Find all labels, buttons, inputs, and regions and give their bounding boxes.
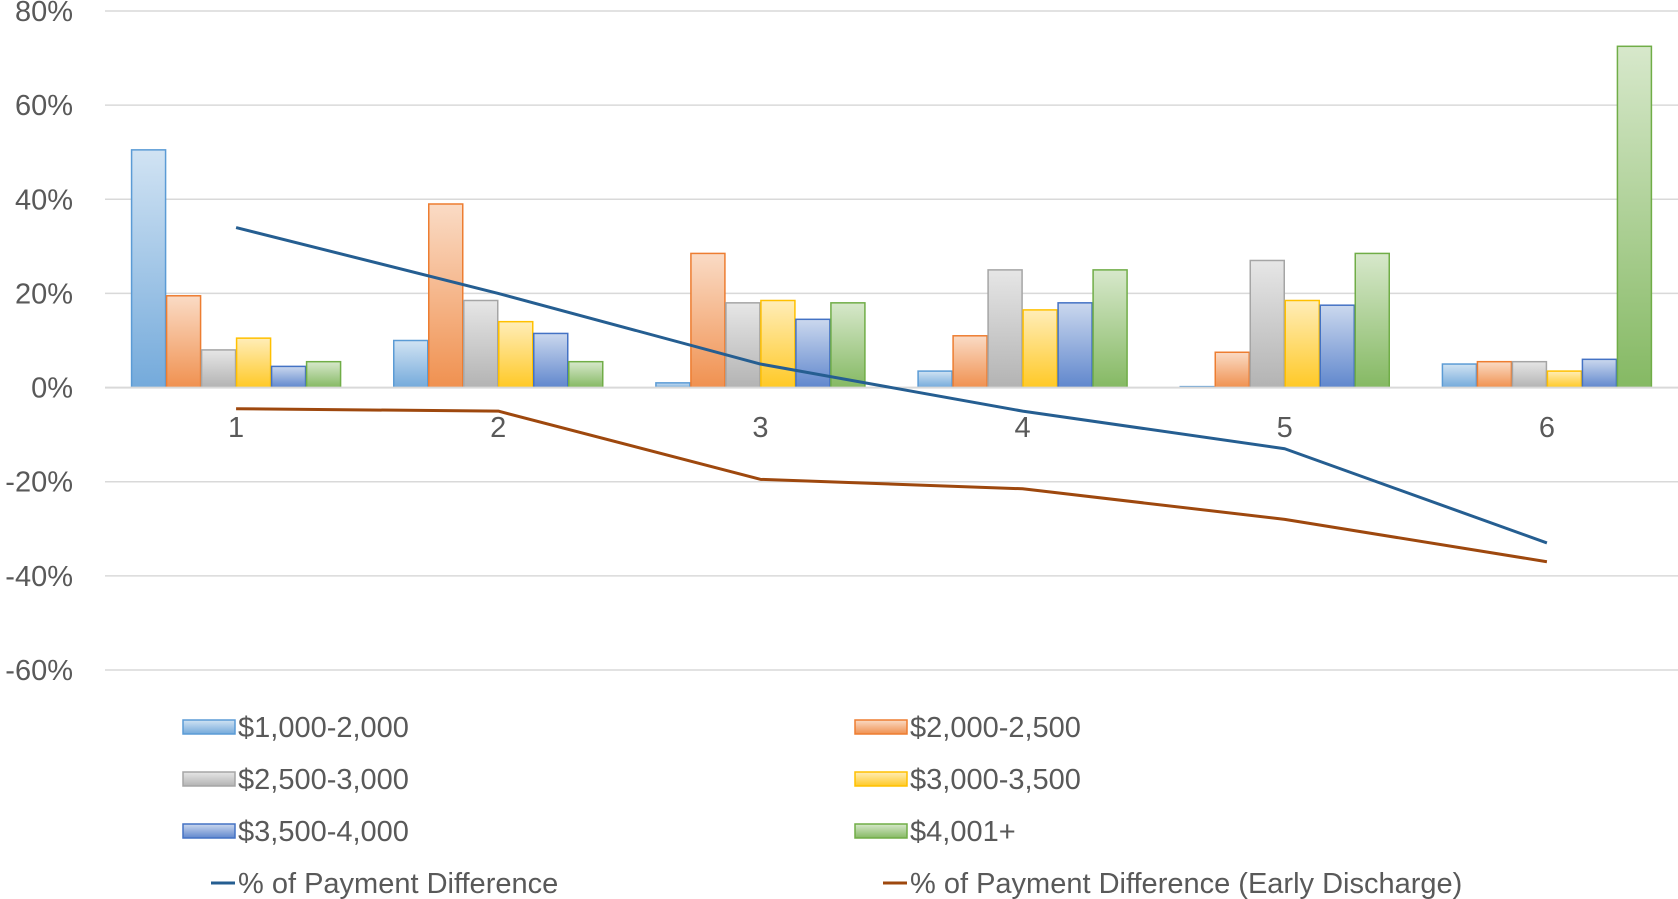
bar [725,302,761,389]
y-tick-label: 40% [15,184,73,216]
y-tick-label: -40% [5,561,73,593]
bar [270,365,307,389]
legend-label: $2,000-2,500 [910,712,1081,744]
bar-series [130,45,1653,389]
y-axis-tick-labels: 80% 60% 40% 20% 0% -20% -40% -60% [5,0,73,687]
legend-label: $4,001+ [910,816,1016,848]
legend-swatch [182,823,236,839]
y-tick-label: -60% [5,655,73,687]
y-tick-label: 20% [15,278,73,310]
y-tick-label: -20% [5,467,73,499]
bar [235,337,272,389]
bar [305,360,342,389]
legend-swatch [182,719,236,735]
legend-item: $3,000-3,500 [854,764,1081,796]
bar [1511,360,1548,389]
bar [568,360,604,389]
bar [1354,252,1390,389]
legend-item: $2,500-3,000 [182,764,409,796]
x-tick-label: 2 [490,412,506,444]
bar [1476,360,1513,389]
x-tick-label: 6 [1539,412,1555,444]
series-line [236,407,1548,564]
bar [690,252,726,389]
legend-swatch [182,771,236,787]
x-tick-label: 5 [1277,412,1293,444]
bar [987,269,1023,389]
x-tick-label: 3 [752,412,768,444]
legend-item: % of Payment Difference (Early Discharge… [883,868,1462,899]
legend-label: % of Payment Difference (Early Discharge… [910,868,1462,899]
legend-item: $4,001+ [854,816,1016,848]
bar [1214,351,1250,389]
legend-item: $1,000-2,000 [182,712,409,744]
bar [760,299,796,389]
bar [1092,269,1128,389]
bar [1319,304,1355,389]
bar [533,332,569,389]
y-tick-label: 60% [15,90,73,122]
legend-label: $1,000-2,000 [238,712,409,744]
bar [498,320,534,389]
bar [1546,370,1583,389]
legend: $1,000-2,000 $2,000-2,500 $2,500-3,000 $3,0… [182,712,1462,899]
x-tick-label: 4 [1015,412,1031,444]
legend-swatch [854,771,908,787]
legend-item: $3,500-4,000 [182,816,409,848]
bar [1022,309,1058,389]
bar [1441,363,1478,389]
y-tick-label: 80% [15,0,73,28]
bar [830,302,866,389]
x-tick-label: 1 [228,412,244,444]
bar [1581,358,1618,389]
legend-swatch [854,823,908,839]
legend-swatch [854,719,908,735]
gridlines [105,10,1678,671]
legend-item: $2,000-2,500 [854,712,1081,744]
legend-label: % of Payment Difference [238,868,558,899]
y-tick-label: 0% [31,373,73,405]
bar [1249,259,1285,389]
bar [1284,299,1320,389]
legend-label: $2,500-3,000 [238,764,409,796]
bar [463,299,499,389]
bar [795,318,831,389]
bar [1057,302,1093,389]
bar [130,149,167,389]
series-line [235,226,1548,545]
legend-item: % of Payment Difference [211,868,558,899]
bar [952,335,988,389]
legend-label: $3,500-4,000 [238,816,409,848]
line-series [235,226,1548,564]
bar [393,339,429,389]
bar [917,370,953,389]
legend-label: $3,000-3,500 [910,764,1081,796]
x-axis-tick-labels: 1 2 3 4 5 6 [228,412,1555,444]
bar [165,295,202,389]
bar [1616,45,1653,389]
bar [200,349,237,389]
bar [428,203,464,389]
